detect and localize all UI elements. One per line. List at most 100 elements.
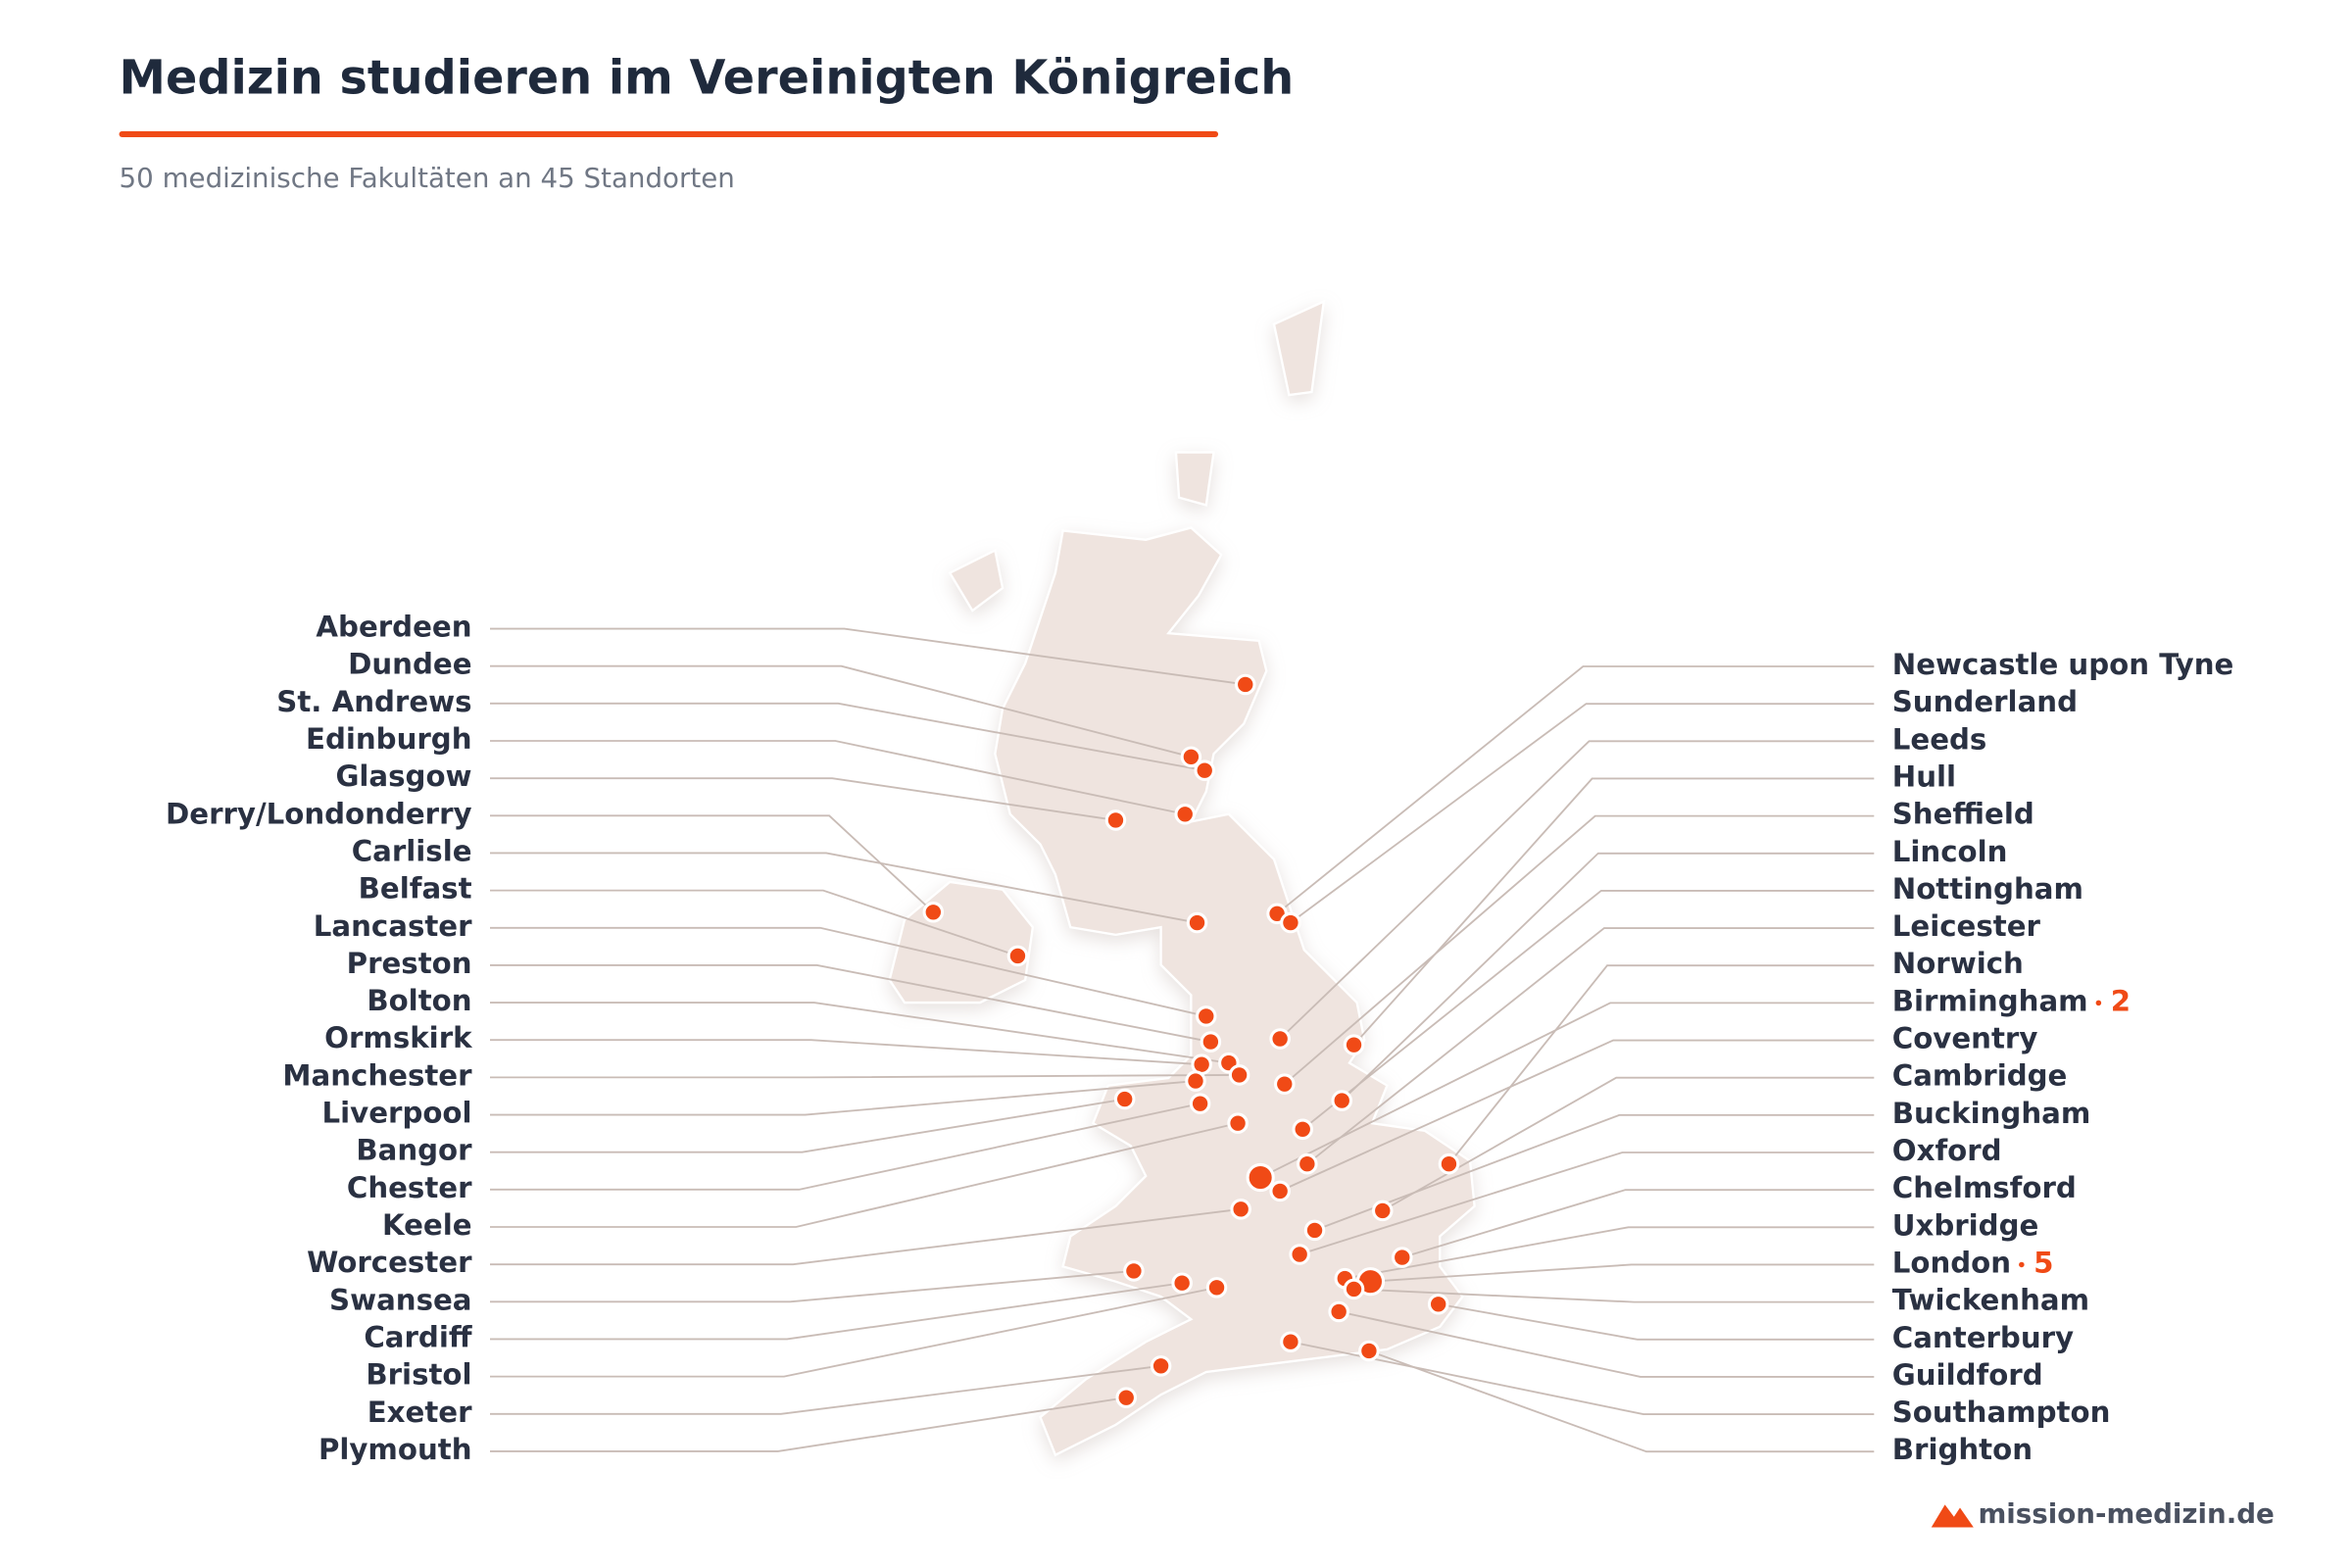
location-dot xyxy=(1372,1200,1394,1222)
location-label: Oxford xyxy=(1892,1134,2002,1167)
location-dot xyxy=(1331,1090,1352,1111)
leader-line xyxy=(490,702,1205,772)
location-dot xyxy=(1438,1152,1460,1175)
location-label: London xyxy=(1892,1246,2011,1279)
location-label: Coventry xyxy=(1892,1022,2038,1055)
location-dot xyxy=(1228,1064,1250,1086)
leader-line xyxy=(1279,1039,1875,1193)
location-label: Plymouth xyxy=(318,1433,472,1466)
location-dot xyxy=(1269,1028,1291,1050)
location-label: Aberdeen xyxy=(316,611,471,644)
count-separator xyxy=(2095,1000,2102,1006)
location-label: Carlisle xyxy=(352,834,472,867)
leader-line xyxy=(1314,1113,1875,1232)
location-dot xyxy=(1269,1180,1291,1202)
location-label: Chelmsford xyxy=(1892,1171,2077,1204)
location-label: Sheffield xyxy=(1892,798,2034,831)
location-dot xyxy=(1227,1112,1249,1134)
location-label: Buckingham xyxy=(1892,1097,2091,1130)
leader-line xyxy=(1290,703,1875,924)
location-dot xyxy=(1280,911,1301,934)
great-britain xyxy=(994,526,1476,1457)
islands xyxy=(948,299,1326,612)
location-dot xyxy=(922,902,945,923)
location-dot xyxy=(1205,1277,1228,1298)
location-dot xyxy=(1358,1340,1380,1362)
location-label: Preston xyxy=(347,947,472,980)
leader-line xyxy=(490,777,1116,821)
leader-line xyxy=(1345,1226,1875,1280)
location-label: Leeds xyxy=(1892,722,1987,756)
location-dot xyxy=(1123,1260,1145,1282)
location-label: Cambridge xyxy=(1892,1059,2068,1093)
leader-line xyxy=(490,1396,1127,1452)
leader-line xyxy=(1338,1310,1875,1378)
leader-line xyxy=(1341,852,1875,1102)
leader-line xyxy=(1284,814,1875,1085)
brand-name: mission-medizin.de xyxy=(1978,1497,2274,1530)
location-label: Brighton xyxy=(1892,1433,2033,1466)
subtitle: 50 medizinische Fakultäten an 45 Standor… xyxy=(120,162,735,194)
leader-line xyxy=(1447,964,1875,1165)
leader-line xyxy=(490,627,1246,686)
location-dot xyxy=(1246,1162,1275,1193)
leader-line xyxy=(490,1207,1242,1266)
location-label: Cardiff xyxy=(364,1320,472,1353)
leader-line xyxy=(490,1002,1229,1064)
location-label: Birmingham xyxy=(1892,984,2088,1017)
location-label: Worcester xyxy=(307,1246,472,1279)
title: Medizin studieren im Vereinigten Königre… xyxy=(120,51,1295,105)
location-dot xyxy=(1186,911,1208,934)
location-label: Uxbridge xyxy=(1892,1208,2039,1242)
location-label: Bristol xyxy=(366,1358,471,1392)
location-label: Exeter xyxy=(368,1396,472,1429)
leader-line xyxy=(490,1080,1197,1116)
location-dot xyxy=(1427,1294,1449,1315)
leader-line xyxy=(490,1098,1125,1153)
location-dot xyxy=(1104,809,1127,831)
location-dot xyxy=(1174,804,1196,825)
labels: Aberdeen Dundee St. Andrews Edinburgh Glasgo… xyxy=(166,611,2233,1467)
location-label: Sunderland xyxy=(1892,685,2078,718)
leader-line xyxy=(490,1039,1202,1066)
location-label: Belfast xyxy=(359,872,472,906)
leader-line xyxy=(1438,1302,1875,1341)
location-label: Newcastle upon Tyne xyxy=(1892,648,2234,681)
location-dot xyxy=(1328,1300,1349,1323)
location-dot xyxy=(1343,1278,1365,1300)
leader-line xyxy=(490,889,1018,957)
location-label: Bolton xyxy=(367,984,471,1017)
location-dot xyxy=(1280,1331,1301,1352)
location-dot xyxy=(1194,760,1215,781)
leader-line xyxy=(1368,1349,1875,1453)
location-dot xyxy=(1274,1073,1296,1095)
location-label: Edinburgh xyxy=(306,722,472,756)
location-label: Glasgow xyxy=(335,760,471,793)
location-label: Canterbury xyxy=(1892,1321,2074,1354)
location-label: Manchester xyxy=(282,1058,472,1092)
location-dot xyxy=(1303,1219,1326,1242)
leader-line xyxy=(490,1074,1240,1079)
leader-line xyxy=(490,1270,1135,1303)
leader-line xyxy=(490,964,1211,1043)
location-label: Liverpool xyxy=(322,1097,472,1130)
leader-line xyxy=(490,1122,1239,1228)
leader-line xyxy=(490,740,1186,815)
leader-line xyxy=(490,852,1198,924)
school-count: 2 xyxy=(2111,984,2131,1017)
location-label: Keele xyxy=(382,1208,472,1242)
leader-line xyxy=(490,664,1192,759)
location-dot xyxy=(1189,1093,1211,1114)
location-dot xyxy=(1230,1199,1251,1220)
location-dot xyxy=(1115,1387,1137,1408)
location-dot xyxy=(1292,1118,1313,1141)
location-label: Norwich xyxy=(1892,947,2024,980)
leader-line xyxy=(490,1102,1200,1191)
location-label: Dundee xyxy=(348,648,471,681)
brand: mission-medizin.de xyxy=(1931,1497,2275,1530)
location-dot xyxy=(1297,1152,1318,1175)
location-label: Bangor xyxy=(356,1134,472,1167)
leader-line xyxy=(1306,927,1875,1165)
